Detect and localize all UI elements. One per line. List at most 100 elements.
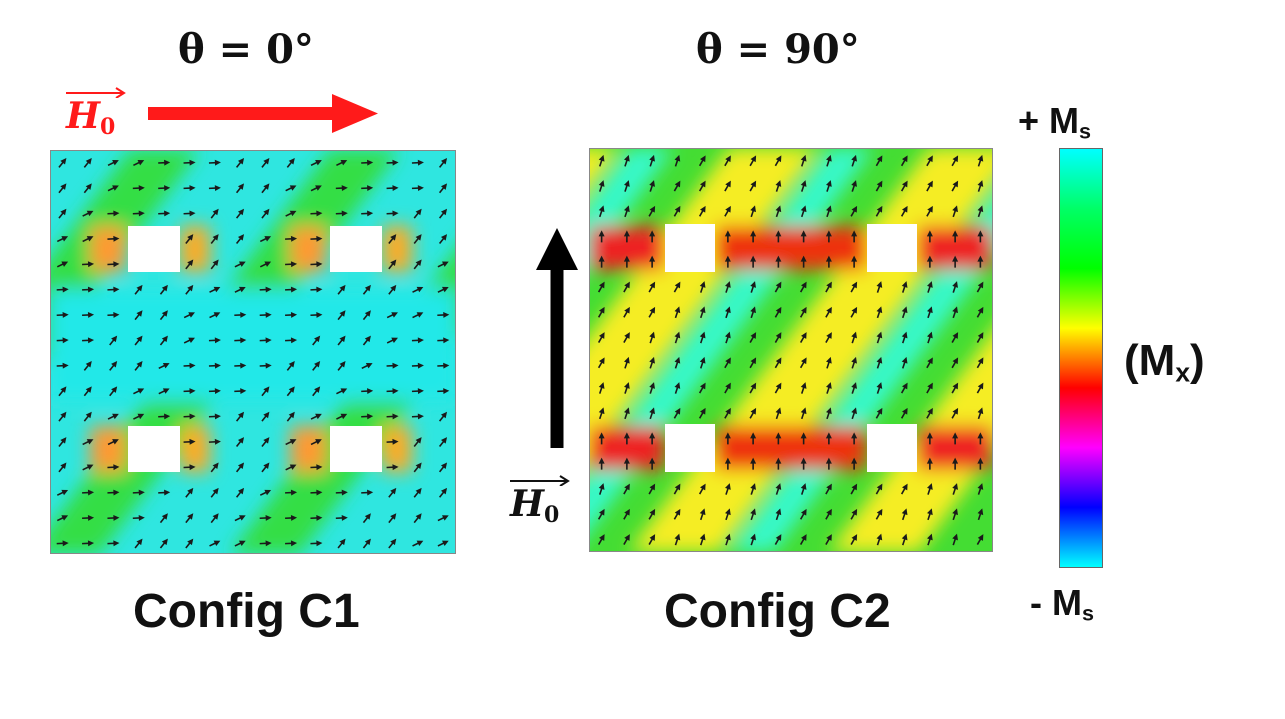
magnetization-arrow <box>412 540 424 547</box>
magnetization-arrow <box>851 154 857 167</box>
magnetization-arrow <box>158 388 170 395</box>
magnetization-arrow <box>183 464 196 471</box>
magnetization-arrow <box>598 483 605 495</box>
magnetization-arrow <box>826 407 832 420</box>
magnetization-arrow <box>825 255 832 268</box>
magnetization-arrow <box>56 362 69 369</box>
magnetization-arrow <box>310 311 323 318</box>
magnetization-arrow <box>438 157 448 168</box>
magnetization-arrow <box>876 281 883 293</box>
magnetization-arrow <box>388 538 397 549</box>
magnetization-arrow <box>285 464 297 471</box>
magnetization-arrow <box>876 382 883 394</box>
magnetization-arrow <box>724 382 731 394</box>
magnetization-arrow <box>875 155 883 167</box>
magnetization-arrow <box>775 457 782 470</box>
magnetization-arrow <box>361 159 374 166</box>
magnetization-arrow <box>58 208 67 219</box>
colorbar-min-text: - M <box>1030 582 1082 623</box>
magnetization-arrow <box>310 159 322 167</box>
magnetization-arrow <box>774 357 782 369</box>
magnetization-arrow <box>235 183 245 194</box>
magnetization-arrow <box>649 255 656 268</box>
magnetization-arrow <box>411 159 424 166</box>
magnetization-arrow <box>749 357 757 369</box>
magnetization-arrow <box>648 205 656 217</box>
magnetization-arrow <box>597 508 605 520</box>
magnetization-arrow <box>926 155 933 167</box>
magnetization-arrow <box>774 382 782 394</box>
magnetization-arrow <box>183 362 196 369</box>
caption-c2: Config C2 <box>664 585 891 638</box>
magnetization-arrow <box>598 205 605 218</box>
magnetization-arrow <box>388 487 397 498</box>
magnetization-arrow <box>386 159 399 166</box>
magnetization-arrow <box>109 335 118 346</box>
magnetization-arrow <box>437 261 449 268</box>
magnetization-arrow <box>107 311 120 318</box>
magnetization-arrow <box>875 508 883 520</box>
colorbar-quantity-label: (Mx) <box>1124 336 1205 389</box>
magnetization-arrow <box>597 332 605 343</box>
magnetization-arrow <box>851 255 858 268</box>
magnetization-arrow <box>673 483 681 495</box>
magnetization-arrow <box>750 306 756 319</box>
magnetization-arrow <box>674 382 681 394</box>
magnetization-arrow <box>82 439 94 446</box>
magnetization-arrow <box>900 155 908 167</box>
field-label-c1: H0 <box>66 87 126 138</box>
magnetization-arrow <box>775 483 782 495</box>
magnetization-arrow <box>82 514 95 521</box>
magnetization-arrow <box>158 362 170 370</box>
magnetization-arrow <box>725 483 731 495</box>
magnetization-arrow <box>56 540 69 547</box>
magnetization-arrow <box>285 337 298 344</box>
magnetization-arrow <box>850 534 858 545</box>
magnetization-arrow <box>183 388 196 395</box>
magnetization-arrow <box>437 515 449 522</box>
magnetization-arrow <box>927 331 933 344</box>
magnetization-arrow <box>386 185 399 192</box>
magnetization-arrow <box>724 457 731 470</box>
magnetization-arrow <box>952 457 959 470</box>
magnetization-arrow <box>649 356 655 369</box>
magnetization-arrow <box>598 180 605 192</box>
magnetization-arrow <box>310 540 323 547</box>
magnetization-arrow <box>335 514 348 521</box>
magnetization-arrow <box>134 284 143 295</box>
magnetization-arrow <box>623 230 630 243</box>
magnetization-arrow <box>649 407 655 420</box>
magnetization-arrow <box>261 208 270 219</box>
magnetization-arrow <box>107 261 120 268</box>
magnetization-arrow <box>82 286 95 293</box>
magnetization-arrow <box>674 356 681 369</box>
colorbar-quantity-close: ) <box>1190 336 1205 385</box>
magnetization-arrow <box>926 457 933 470</box>
magnetization-arrow <box>799 306 807 318</box>
magnetization-arrow <box>362 310 371 321</box>
magnetization-arrow <box>235 462 245 473</box>
magnetization-arrow <box>927 483 933 495</box>
magnetization-arrow <box>951 155 959 167</box>
magnetization-arrow <box>56 515 69 522</box>
magnetization-arrow <box>208 388 221 395</box>
magnetization-arrow <box>285 185 297 192</box>
magnetization-arrow <box>337 335 346 346</box>
magnetization-map-c2-svg <box>589 148 993 552</box>
magnetization-arrow <box>388 284 397 295</box>
magnetization-arrow <box>82 236 94 243</box>
magnetization-arrow <box>624 407 630 420</box>
magnetization-arrow <box>900 407 908 419</box>
magnetization-arrow <box>259 286 272 293</box>
magnetization-arrow <box>134 360 143 371</box>
magnetization-arrow <box>335 489 348 496</box>
magnetization-arrow <box>386 210 399 217</box>
magnetization-arrow <box>597 306 605 318</box>
magnetization-arrow <box>185 487 194 498</box>
magnetization-arrow <box>107 514 120 521</box>
magnetization-arrow <box>624 205 630 218</box>
magnetization-arrow <box>952 483 958 495</box>
magnetization-arrow <box>310 261 323 268</box>
magnetization-arrow <box>698 180 706 192</box>
magnetization-arrow <box>259 540 272 547</box>
